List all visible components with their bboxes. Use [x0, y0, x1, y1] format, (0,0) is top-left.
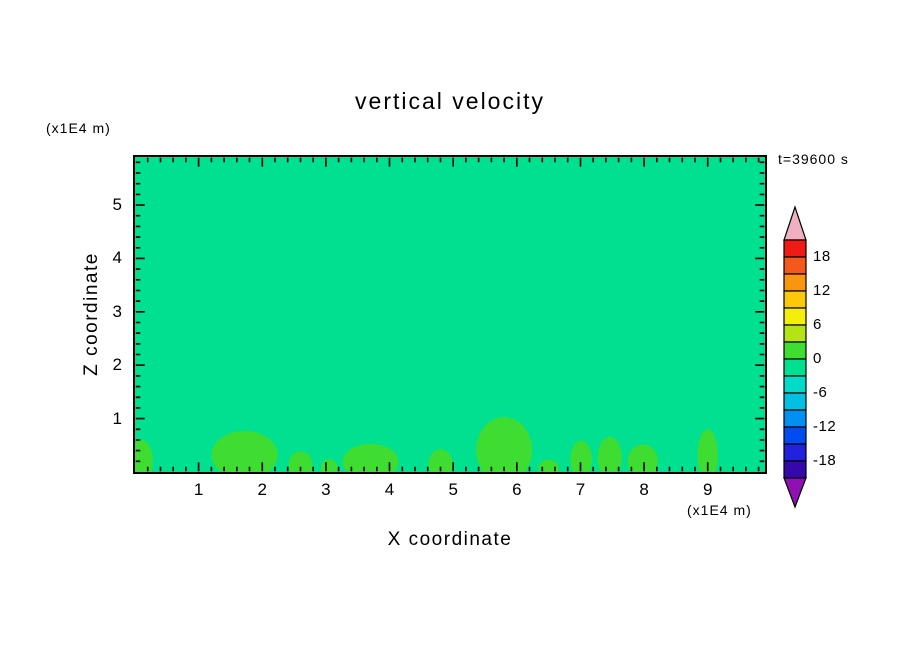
colorbar-band	[783, 375, 807, 394]
plot-area	[133, 155, 767, 474]
contour-blob	[288, 451, 313, 472]
x-tick-label: 4	[384, 480, 395, 499]
colorbar-band	[783, 324, 807, 343]
x-axis-unit-label: (x1E4 m)	[687, 502, 752, 518]
colorbar-band	[783, 358, 807, 377]
z-tick-label: 5	[112, 195, 122, 215]
chart-title: vertical velocity	[355, 88, 545, 114]
colorbar-band	[783, 426, 807, 445]
x-tick-label: 7	[575, 480, 586, 499]
x-tick-label: 2	[257, 480, 267, 499]
contour-blob	[428, 449, 453, 472]
contour-field	[135, 157, 765, 472]
colorbar-over-arrow	[783, 205, 807, 241]
colorbar-band	[783, 256, 807, 275]
x-tick-label: 9	[702, 480, 713, 499]
colorbar-tick-label: 18	[813, 248, 831, 265]
colorbar-band	[783, 341, 807, 360]
colorbar-under-arrow	[783, 477, 807, 509]
contour-blob	[135, 439, 153, 472]
colorbar-band	[783, 392, 807, 411]
x-tick-label: 8	[639, 480, 649, 499]
contour-blob	[211, 430, 278, 472]
colorbar-tick-label: 0	[813, 350, 822, 367]
x-tick-label: 1	[193, 480, 204, 499]
contour-blob	[697, 429, 718, 472]
x-tick-label: 5	[448, 480, 458, 499]
contour-blob	[320, 459, 338, 472]
contour-blob	[538, 459, 559, 472]
colorbar-band	[783, 443, 807, 462]
colorbar-tick-label: -6	[813, 384, 828, 401]
contour-blob	[570, 440, 592, 472]
z-tick-label: 1	[112, 408, 122, 428]
z-tick-label: 2	[112, 355, 122, 375]
colorbar-tick-label: -12	[813, 418, 837, 435]
colorbar-band	[783, 460, 807, 479]
z-axis-unit-label: (x1E4 m)	[46, 120, 111, 136]
contour-blob	[476, 417, 533, 472]
colorbar	[783, 205, 807, 509]
colorbar-tick-label: 6	[813, 316, 822, 333]
colorbar-tick-label: -18	[813, 452, 837, 469]
colorbar-band	[783, 290, 807, 309]
colorbar-band	[783, 273, 807, 292]
colorbar-band	[783, 409, 807, 428]
colorbar-band	[783, 307, 807, 326]
z-tick-label: 4	[112, 248, 122, 268]
x-tick-label: 6	[512, 480, 522, 499]
contour-blob	[597, 436, 622, 472]
contour-blob	[627, 444, 659, 472]
z-tick-label: 3	[112, 301, 122, 321]
axis-ticks	[135, 157, 765, 472]
contour-blob	[342, 443, 399, 472]
x-tick-label: 3	[321, 480, 331, 499]
time-label: t=39600 s	[778, 151, 849, 167]
colorbar-tick-label: 12	[813, 282, 831, 299]
colorbar-band	[783, 239, 807, 258]
x-axis-label: X coordinate	[387, 529, 513, 550]
